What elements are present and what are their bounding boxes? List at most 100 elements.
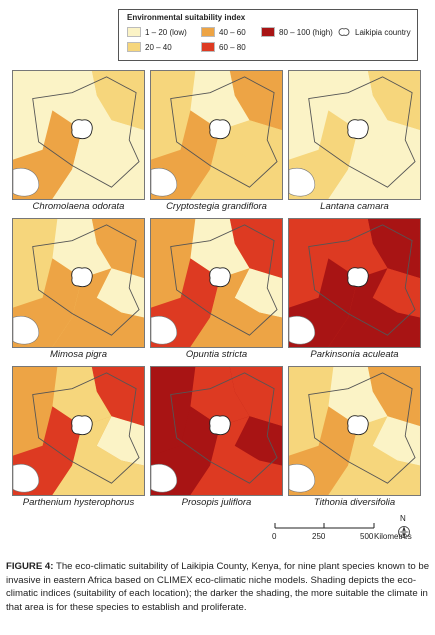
laikipia-county-outline xyxy=(209,415,231,436)
map-panel-1 xyxy=(12,70,145,200)
scale-tick-500: 500 xyxy=(360,532,374,541)
legend-item-class-5: 80 – 100 (high) xyxy=(261,27,333,37)
lake-victoria xyxy=(151,463,177,493)
suitability-zone xyxy=(328,71,388,131)
suitability-zone xyxy=(190,71,250,131)
suitability-zone xyxy=(328,416,420,495)
legend-swatch-3 xyxy=(201,27,215,37)
map-panel-4 xyxy=(12,218,145,348)
laikipia-county-outline xyxy=(71,119,93,140)
legend-label-2: 20 – 40 xyxy=(145,42,172,52)
legend-swatch-5 xyxy=(261,27,275,37)
laikipia-county-outline xyxy=(347,415,369,436)
laikipia-county-outline xyxy=(71,415,93,436)
suitability-zone xyxy=(372,416,420,466)
map-caption-4: Mimosa pigra xyxy=(49,349,108,360)
suitability-map-4 xyxy=(13,219,144,347)
laikipia-county-outline xyxy=(209,267,231,288)
suitability-zone xyxy=(328,268,420,347)
suitability-zone xyxy=(367,367,420,427)
lake-victoria xyxy=(289,463,315,493)
county-outline-icon xyxy=(338,28,350,36)
lake-victoria xyxy=(289,167,315,197)
suitability-zone xyxy=(328,367,388,427)
suitability-zone xyxy=(52,120,144,199)
suitability-map-6 xyxy=(289,219,420,347)
suitability-map-9 xyxy=(289,367,420,495)
suitability-zone xyxy=(190,120,282,199)
kenya-border xyxy=(170,76,278,188)
suitability-zone xyxy=(190,367,250,427)
legend-label-4: 60 – 80 xyxy=(219,42,246,52)
legend-item-class-1: 1 – 20 (low) xyxy=(127,27,187,37)
map-panel-5 xyxy=(150,218,283,348)
scale-bar: 0 250 500 Kilometres xyxy=(270,516,412,542)
suitability-zone xyxy=(96,416,144,466)
suitability-zone xyxy=(190,416,282,495)
scale-unit: Kilometres xyxy=(374,532,412,541)
laikipia-county-outline xyxy=(71,267,93,288)
legend-county-label: Laikipia country xyxy=(355,27,411,37)
kenya-border xyxy=(308,224,416,336)
lake-victoria xyxy=(13,463,39,493)
legend-item-class-4: 60 – 80 xyxy=(201,42,246,52)
lake-victoria xyxy=(13,167,39,197)
suitability-zone xyxy=(367,219,420,279)
suitability-zone xyxy=(234,268,282,318)
legend-title: Environmental suitability index xyxy=(127,13,246,22)
map-caption-2: Cryptostegia grandiflora xyxy=(166,201,267,212)
map-panel-9 xyxy=(288,366,421,496)
suitability-zone xyxy=(372,120,420,170)
suitability-zone xyxy=(367,71,420,131)
figure-caption: FIGURE 4: The eco-climatic suitability o… xyxy=(6,560,430,614)
scale-bar-graphic xyxy=(274,523,375,529)
legend-item-county: Laikipia country xyxy=(337,27,411,37)
suitability-zone xyxy=(229,219,282,279)
suitability-zone xyxy=(52,71,112,131)
map-caption-8: Prosopis juliflora xyxy=(181,497,252,508)
suitability-zone xyxy=(52,219,112,279)
map-caption-3: Lantana camara xyxy=(320,201,389,212)
kenya-border xyxy=(32,372,140,484)
map-panel-6 xyxy=(288,218,421,348)
map-caption-9: Tithonia diversifolia xyxy=(313,497,396,508)
map-caption-5: Opuntia stricta xyxy=(185,349,248,360)
suitability-zone xyxy=(96,120,144,170)
map-caption-1: Chromolaena odorata xyxy=(32,201,125,212)
north-label: N xyxy=(400,514,406,523)
kenya-border xyxy=(170,224,278,336)
suitability-zone xyxy=(91,71,144,131)
legend-swatch-2 xyxy=(127,42,141,52)
map-legend: Environmental suitability index 1 – 20 (… xyxy=(118,9,418,61)
legend-item-class-3: 40 – 60 xyxy=(201,27,246,37)
suitability-map-7 xyxy=(13,367,144,495)
legend-swatch-4 xyxy=(201,42,215,52)
lake-victoria xyxy=(13,315,39,345)
suitability-map-2 xyxy=(151,71,282,199)
map-caption-7: Parthenium hysterophorus xyxy=(22,497,135,508)
kenya-border xyxy=(32,224,140,336)
lake-victoria xyxy=(151,167,177,197)
suitability-zone xyxy=(234,416,282,466)
laikipia-county-outline xyxy=(209,119,231,140)
suitability-zone xyxy=(96,268,144,318)
suitability-zone xyxy=(190,268,282,347)
suitability-map-3 xyxy=(289,71,420,199)
suitability-zone xyxy=(91,219,144,279)
scale-tick-250: 250 xyxy=(312,532,326,541)
lake-victoria xyxy=(151,315,177,345)
scale-tick-0: 0 xyxy=(272,532,277,541)
suitability-zone xyxy=(52,367,112,427)
legend-item-class-2: 20 – 40 xyxy=(127,42,172,52)
suitability-zone xyxy=(91,367,144,427)
map-caption-6: Parkinsonia aculeata xyxy=(310,349,399,360)
legend-label-3: 40 – 60 xyxy=(219,27,246,37)
suitability-zone xyxy=(229,367,282,427)
laikipia-county-outline xyxy=(347,267,369,288)
suitability-map-5 xyxy=(151,219,282,347)
suitability-map-1 xyxy=(13,71,144,199)
suitability-zone xyxy=(234,120,282,170)
suitability-zone xyxy=(52,268,144,347)
laikipia-county-outline xyxy=(347,119,369,140)
figure-caption-text: The eco-climatic suitability of Laikipia… xyxy=(6,561,430,613)
